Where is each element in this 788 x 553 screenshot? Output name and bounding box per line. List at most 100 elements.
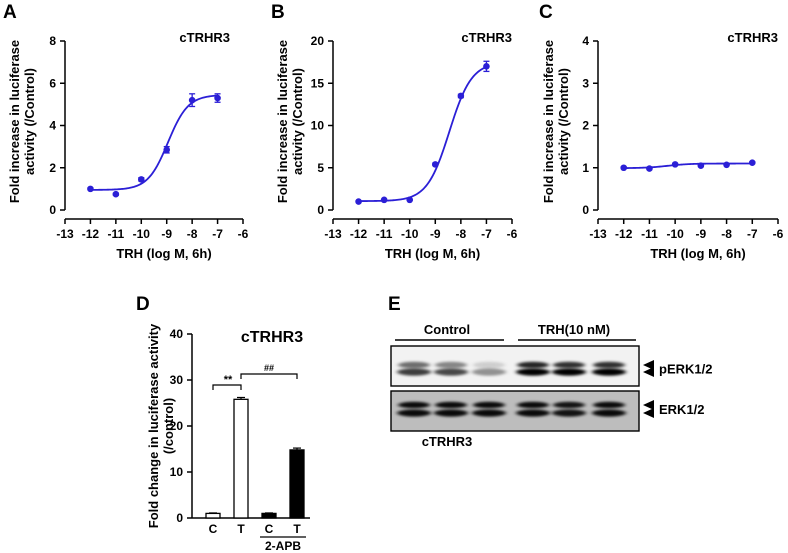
y-tick-label: 5	[317, 161, 324, 175]
x-tick-label: -10	[133, 227, 151, 241]
y-tick-label: 15	[311, 76, 325, 90]
chart-panel-b: 0 5 10 15 20 -13 -12 -11 -10 -9 -8 -7 -6 TRH (log M, …	[275, 30, 518, 261]
data-point	[748, 159, 756, 166]
blot-band	[552, 409, 586, 417]
blot-band	[472, 368, 506, 376]
western-blot-panel-e: Control TRH(10 nM) pERK1/2 ERK1/2 cTRHR3	[390, 322, 712, 449]
panel-label-c: C	[539, 2, 553, 23]
x-tick-label: -12	[82, 227, 100, 241]
significance-bracket	[240, 373, 298, 379]
data-point	[380, 196, 388, 204]
data-point	[355, 198, 362, 205]
significance-bracket	[212, 384, 242, 390]
y-tick-label: 40	[170, 327, 184, 341]
data-point	[214, 94, 221, 102]
x-category-label: C	[209, 522, 218, 536]
blot-row-label: pERK1/2	[659, 362, 712, 377]
blot-band	[593, 401, 625, 409]
y-axis-label-line-1: Fold change in luciferase activity	[146, 323, 161, 528]
y-tick-label: 2	[582, 119, 589, 133]
blot-band	[516, 368, 550, 376]
blot-band	[435, 361, 467, 369]
blot-band	[552, 368, 586, 376]
data-point	[646, 165, 653, 172]
x-tick-label: -9	[161, 227, 172, 241]
bar-chart-panel-d: 0 10 20 30 40 cTRHR3 Fold change in luciferase…	[146, 323, 310, 553]
band-arrow-icon	[643, 367, 654, 377]
band-arrow-icon	[643, 360, 654, 370]
x-tick-label: -8	[456, 227, 467, 241]
panel-label-a: A	[3, 2, 17, 23]
x-tick-label: -10	[666, 227, 684, 241]
blot-band	[516, 409, 550, 417]
y-tick-label: 30	[170, 373, 184, 387]
chart-panel-c: 0 1 2 3 4 -13 -12 -11 -10 -9 -8 -7 -6 TRH (log M, 6h)…	[541, 30, 784, 261]
x-tick-label: -13	[324, 227, 342, 241]
x-tick-label: -8	[721, 227, 732, 241]
chart-title: cTRHR3	[461, 30, 512, 45]
data-point	[87, 185, 94, 193]
x-tick-label: -12	[615, 227, 633, 241]
panel-label-d: D	[136, 294, 150, 315]
blot-band	[472, 409, 506, 417]
data-point	[188, 96, 196, 104]
y-tick-label: 0	[317, 203, 324, 217]
data-point	[112, 190, 120, 198]
blot-band	[517, 401, 549, 409]
data-point	[671, 161, 679, 168]
panel-label-b: B	[271, 2, 285, 23]
y-tick-label: 8	[49, 34, 56, 48]
blot-band	[593, 361, 625, 369]
y-tick-label: 0	[176, 511, 183, 525]
y-tick-label: 4	[582, 34, 589, 48]
blot-band	[517, 361, 549, 369]
data-point	[723, 161, 730, 169]
chart-panel-a: 0 2 4 6 8 -13 -12 -11 -10 -9 -8 -7 -6 TRH (log M, 6h)…	[7, 30, 249, 261]
band-arrow-icon	[643, 408, 654, 418]
blot-band	[592, 368, 626, 376]
fit-curve	[90, 94, 218, 191]
x-tick-label: -7	[481, 227, 492, 241]
y-tick-label: 20	[170, 419, 184, 433]
significance-marker: ##	[264, 363, 274, 373]
bar	[261, 512, 277, 519]
blot-band	[398, 361, 430, 369]
y-tick-label: 0	[49, 203, 56, 217]
blot-band	[397, 409, 431, 417]
x-tick-label: -8	[187, 227, 198, 241]
bar	[233, 398, 249, 519]
y-tick-label: 4	[49, 119, 56, 133]
blot-band	[397, 368, 431, 376]
y-axis-label-line-2: (/control)	[161, 398, 176, 454]
data-point	[137, 176, 145, 183]
band-arrow-icon	[643, 400, 654, 410]
y-tick-label: 3	[582, 76, 589, 90]
x-category-label: T	[293, 522, 301, 536]
y-tick-label: 10	[311, 119, 325, 133]
y-axis-label-line-2: activity (/Control)	[290, 68, 305, 175]
group-label: 2-APB	[265, 539, 301, 553]
y-axis-label-line-2: activity (/Control)	[556, 68, 571, 175]
blot-band	[434, 409, 468, 417]
blot-group-label-trh: TRH(10 nM)	[538, 322, 610, 337]
data-point	[697, 162, 705, 169]
data-point	[406, 196, 414, 204]
blot-caption: cTRHR3	[422, 434, 473, 449]
x-axis-label: TRH (log M, 6h)	[116, 246, 211, 261]
x-tick-label: -13	[56, 227, 74, 241]
blot-band	[435, 401, 467, 409]
data-point	[163, 146, 171, 154]
y-tick-label: 20	[311, 34, 325, 48]
blot-row-label: ERK1/2	[659, 402, 705, 417]
x-tick-label: -10	[401, 227, 419, 241]
x-tick-label: -11	[376, 227, 393, 241]
x-tick-label: -11	[641, 227, 658, 241]
x-tick-label: -6	[238, 227, 249, 241]
blot-group-label-control: Control	[424, 322, 470, 337]
blot-band	[553, 361, 585, 369]
data-point	[483, 63, 490, 70]
chart-title: cTRHR3	[727, 30, 778, 45]
fit-curve	[623, 162, 753, 169]
fit-curve	[358, 66, 487, 202]
